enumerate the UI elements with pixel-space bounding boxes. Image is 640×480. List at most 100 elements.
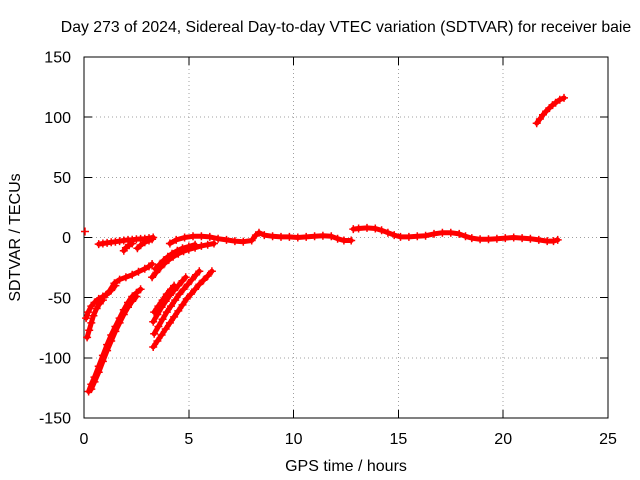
series-group [87, 292, 141, 394]
data-point [183, 280, 192, 289]
data-point [404, 232, 413, 241]
y-tick-labels: -150 -100 -50 0 50 100 150 [39, 50, 71, 428]
data-point [371, 224, 380, 233]
data-point [239, 237, 248, 246]
data-point [178, 244, 187, 253]
data-point [153, 337, 162, 345]
data-point [151, 264, 160, 273]
data-point [150, 308, 159, 317]
data-point [165, 318, 174, 327]
data-point [158, 315, 167, 324]
data-point [203, 240, 212, 249]
data-point [179, 285, 188, 294]
data-point [501, 234, 510, 243]
chart-title: Day 273 of 2024, Sidereal Day-to-day VTE… [61, 19, 632, 36]
series-group [150, 281, 179, 317]
data-point [310, 232, 319, 241]
data-point [154, 302, 163, 311]
data-point [467, 234, 476, 243]
data-point [189, 232, 197, 241]
data-point [87, 385, 96, 394]
data-point [158, 296, 167, 305]
x-tick-label: 25 [599, 431, 617, 448]
data-point [205, 232, 214, 241]
data-point [181, 273, 190, 282]
data-point [555, 95, 564, 104]
data-point [518, 234, 527, 243]
y-tick-label: 100 [44, 110, 71, 127]
data-point [92, 304, 101, 313]
series-group [98, 260, 157, 302]
y-tick-label: 0 [62, 230, 71, 247]
data-point [333, 234, 342, 243]
data-point [170, 281, 179, 290]
data-point [377, 226, 386, 235]
data-point [132, 292, 141, 301]
data-point [174, 306, 183, 315]
x-tick-label: 5 [184, 431, 193, 448]
data-point [115, 275, 124, 284]
data-point [549, 237, 558, 246]
data-point [535, 115, 544, 123]
data-point [195, 267, 204, 276]
data-point [140, 238, 149, 247]
data-point [551, 98, 560, 107]
x-tick-label: 0 [80, 431, 89, 448]
series-trace [100, 261, 155, 301]
series-group [349, 223, 562, 246]
data-point [111, 327, 120, 336]
data-point [90, 377, 99, 386]
data-point [293, 233, 302, 242]
data-point [163, 252, 172, 261]
data-point [247, 236, 256, 245]
data-point [180, 233, 189, 242]
data-point [492, 234, 501, 243]
data-point [165, 239, 174, 248]
data-point [134, 267, 143, 276]
data-point [148, 260, 157, 268]
y-axis-label: SDTVAR / TECUs [7, 173, 24, 301]
x-tick-label: 10 [285, 431, 303, 448]
data-point [327, 232, 336, 241]
data-point [167, 302, 175, 311]
data-point [560, 93, 568, 102]
data-point [171, 296, 180, 305]
data-point [197, 241, 206, 250]
data-point [199, 276, 208, 285]
data-point [187, 275, 196, 284]
series-trace [121, 241, 135, 254]
data-point [136, 285, 145, 294]
series-group [151, 240, 200, 273]
series-group [165, 228, 356, 248]
data-point [98, 293, 107, 302]
data-point [191, 240, 200, 249]
y-tick-label: -150 [39, 411, 71, 428]
x-tick-label: 15 [390, 431, 408, 448]
data-point [203, 272, 212, 280]
data-point [90, 298, 99, 307]
data-point [222, 235, 231, 244]
data-point [107, 337, 116, 345]
data-point [210, 239, 218, 248]
y-tick-label: -50 [48, 290, 71, 307]
data-point [476, 235, 485, 244]
data-point [82, 314, 91, 323]
data-point [230, 237, 239, 246]
data-point [347, 236, 356, 245]
data-point [173, 246, 182, 255]
x-tick-labels: 0 5 10 15 20 25 [80, 431, 617, 448]
data-point [363, 223, 371, 232]
data-point [553, 235, 562, 244]
data-point [83, 333, 92, 342]
data-point [413, 232, 422, 241]
data-point [149, 343, 158, 351]
data-point [81, 227, 89, 236]
data-point [149, 317, 158, 326]
data-point [121, 273, 130, 282]
data-point [195, 280, 204, 289]
data-point [154, 322, 163, 331]
data-point [197, 232, 206, 241]
data-point [260, 231, 269, 240]
data-point [214, 234, 223, 243]
data-point [115, 318, 124, 327]
